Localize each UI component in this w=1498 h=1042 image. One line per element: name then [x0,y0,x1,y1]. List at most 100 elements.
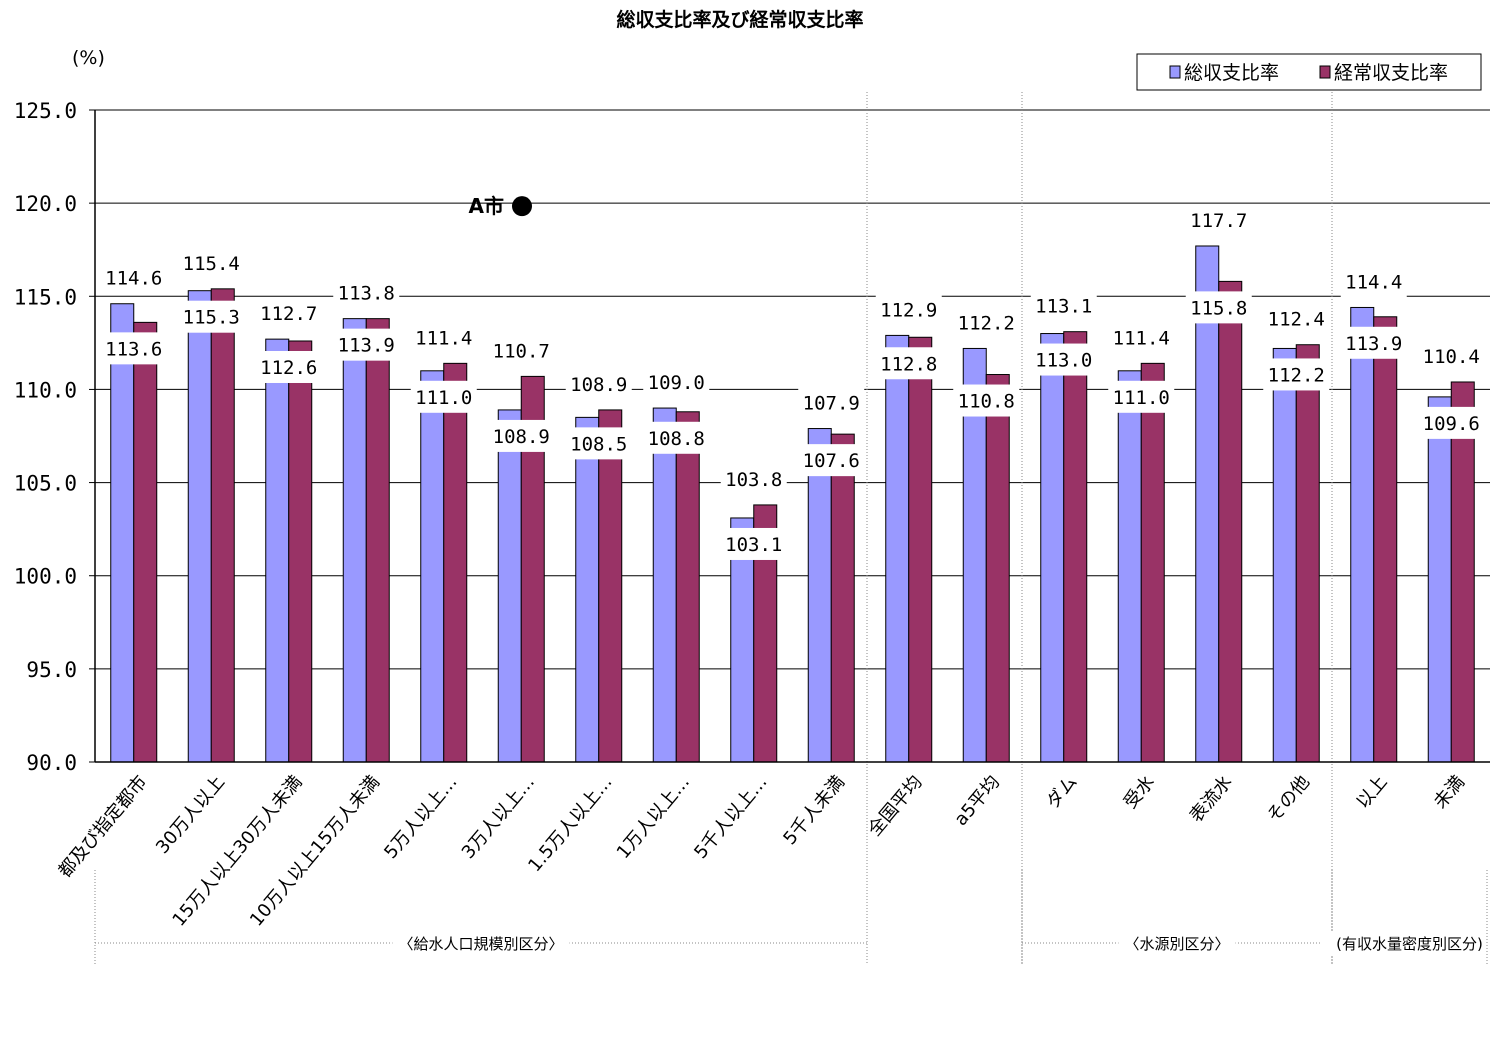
data-label-box [410,321,477,354]
data-label-box [1185,203,1252,236]
data-label-text: 113.6 [105,338,162,360]
group-label: (有収水量密度別区分) [1336,935,1483,953]
data-label-text: 103.1 [725,534,782,556]
bar-total-ratio [342,318,367,763]
group-label: 〈水源別区分〉 [1124,935,1229,953]
data-label-total-ratio: 112.2 [953,306,1020,339]
data-label-total-ratio: 109.0 [643,366,710,399]
group-label: 〈給水人口規模別区分〉 [398,935,563,953]
group-label-box [1118,931,1236,955]
bar-ordinary-ratio [1373,316,1398,763]
bar-total-ratio [1040,333,1065,763]
bar-ordinary-ratio [443,362,468,763]
data-label-box [488,419,555,452]
category-label: 以上 [1352,772,1391,813]
bar-ordinary-ratio [365,318,390,763]
bar-total-ratio [1272,347,1297,763]
data-label-text: 113.9 [1345,333,1402,355]
data-label-ordinary-ratio: 103.8 [720,462,787,495]
category-label: 5千人以上… [690,772,771,863]
bar-total-ratio [1427,396,1452,763]
legend-label: 経常収支比率 [1334,62,1448,84]
data-label-box [1418,339,1485,372]
category-label: 1.5万人以上… [524,772,616,876]
marker-label: A市 [469,194,504,218]
group-label-box [392,931,570,955]
data-label-total-ratio: 114.6 [100,261,167,294]
data-label-text: 113.1 [1035,296,1092,318]
data-label-total-ratio: 114.4 [1340,265,1407,298]
data-label-ordinary-ratio: 112.4 [1263,302,1330,335]
data-label-text: 108.5 [570,433,627,455]
category-label: その他 [1263,772,1314,827]
data-label-box [1340,265,1407,298]
data-label-ordinary-ratio: 108.8 [643,421,710,454]
bar-ordinary-ratio [598,409,623,763]
category-label: 5千人未満 [779,772,849,849]
data-label-box [178,246,245,279]
data-label-text: 109.0 [648,372,705,394]
category-label: 15万人以上30万人未満 [168,772,306,931]
data-label-ordinary-ratio: 111.4 [410,321,477,354]
data-label-box [100,261,167,294]
category-label: 受水 [1120,772,1159,813]
bar-ordinary-ratio [288,340,313,763]
data-label-ordinary-ratio: 113.9 [1340,326,1407,359]
bar-total-ratio [652,407,677,763]
data-label-box [1185,291,1252,324]
data-label-ordinary-ratio: 108.9 [565,367,632,400]
y-tick-label: 90.0 [26,751,77,775]
data-label-total-ratio: 108.9 [488,419,555,452]
data-label-ordinary-ratio: 115.8 [1185,291,1252,324]
data-label-box [720,462,787,495]
group-label-box [1321,931,1498,955]
data-label-text: 107.9 [803,393,860,415]
data-label-total-ratio: 117.7 [1185,203,1252,236]
bar-ordinary-ratio [210,288,235,763]
category-label: 都及び指定都市 [55,772,152,882]
data-label-total-ratio: 109.6 [1418,406,1485,439]
y-tick-label: 120.0 [14,192,77,216]
category-label: 全国平均 [864,772,926,841]
bar-ordinary-ratio [133,321,158,763]
data-label-text: 115.8 [1190,297,1247,319]
data-label-box [798,444,865,477]
bar-total-ratio [1117,370,1142,763]
y-tick-label: 95.0 [26,658,77,682]
data-label-text: 103.8 [725,469,782,491]
category-label: a5平均 [950,772,1004,830]
data-label-box [333,328,400,361]
bar-ordinary-ratio [830,433,855,763]
data-label-total-ratio: 107.9 [798,386,865,419]
bars [110,245,1475,763]
chart-title: 総収支比率及び経常収支比率 [616,8,863,31]
data-label-total-ratio: 103.1 [720,527,787,560]
data-label-box [720,527,787,560]
data-label-text: 115.3 [183,307,240,329]
category-label: 3万人以上… [458,772,539,863]
data-label-total-ratio: 113.8 [333,276,400,309]
data-label-text: 108.9 [493,426,550,448]
y-tick-label: 110.0 [14,378,77,402]
axes [94,110,1490,763]
category-label: 表流水 [1186,772,1237,827]
bar-total-ratio [110,303,135,763]
category-labels: 都及び指定都市 30万人以上15万人以上30万人未満10万人以上15万人未満5万人… [55,772,1470,931]
data-label-box [1263,302,1330,335]
bar-total-ratio [420,370,445,763]
legend-swatch [1319,65,1331,79]
data-label-box [333,276,400,309]
legend-swatch [1169,65,1181,79]
a-city-marker: A市 [469,194,532,218]
data-labels: 114.6 113.6 115.4 115.3 112.7 112.6 113.8 113.9… [100,203,1485,560]
data-label-text: 111.0 [415,387,472,409]
bar-ordinary-ratio [908,336,933,763]
data-label-box [255,350,322,383]
data-label-ordinary-ratio: 113.9 [333,328,400,361]
data-label-ordinary-ratio: 112.6 [255,350,322,383]
data-label-text: 112.2 [1268,364,1325,386]
data-label-box [875,293,942,326]
bar-ordinary-ratio [1140,362,1165,763]
bar-ordinary-ratio [985,374,1010,763]
data-label-text: 110.8 [958,391,1015,413]
